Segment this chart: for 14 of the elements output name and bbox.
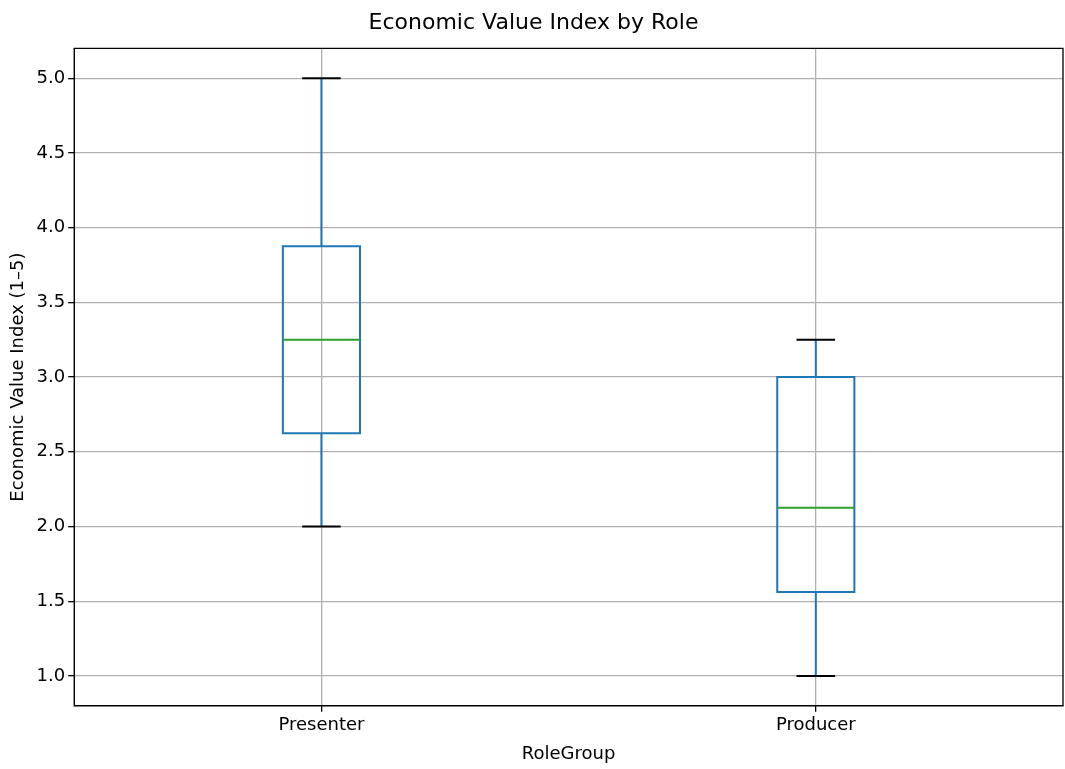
- y-axis-title: Economic Value Index (1–5): [6, 252, 28, 502]
- y-tick-label: 3.5: [36, 290, 66, 312]
- y-tick-label: 2.5: [36, 439, 66, 461]
- x-axis-title: RoleGroup: [521, 741, 616, 763]
- y-tick-label: 1.0: [36, 663, 66, 685]
- y-tick-label: 3.0: [36, 364, 66, 386]
- y-tick-label: 1.5: [36, 588, 66, 610]
- y-tick-label: 4.0: [36, 215, 66, 237]
- y-tick-label: 4.5: [36, 140, 66, 162]
- x-tick-label: Presenter: [278, 713, 366, 735]
- chart-title: Economic Value Index by Role: [368, 8, 699, 34]
- y-tick-label: 2.0: [36, 514, 66, 536]
- y-tick-label: 5.0: [36, 65, 66, 87]
- x-tick-label: Producer: [775, 713, 857, 735]
